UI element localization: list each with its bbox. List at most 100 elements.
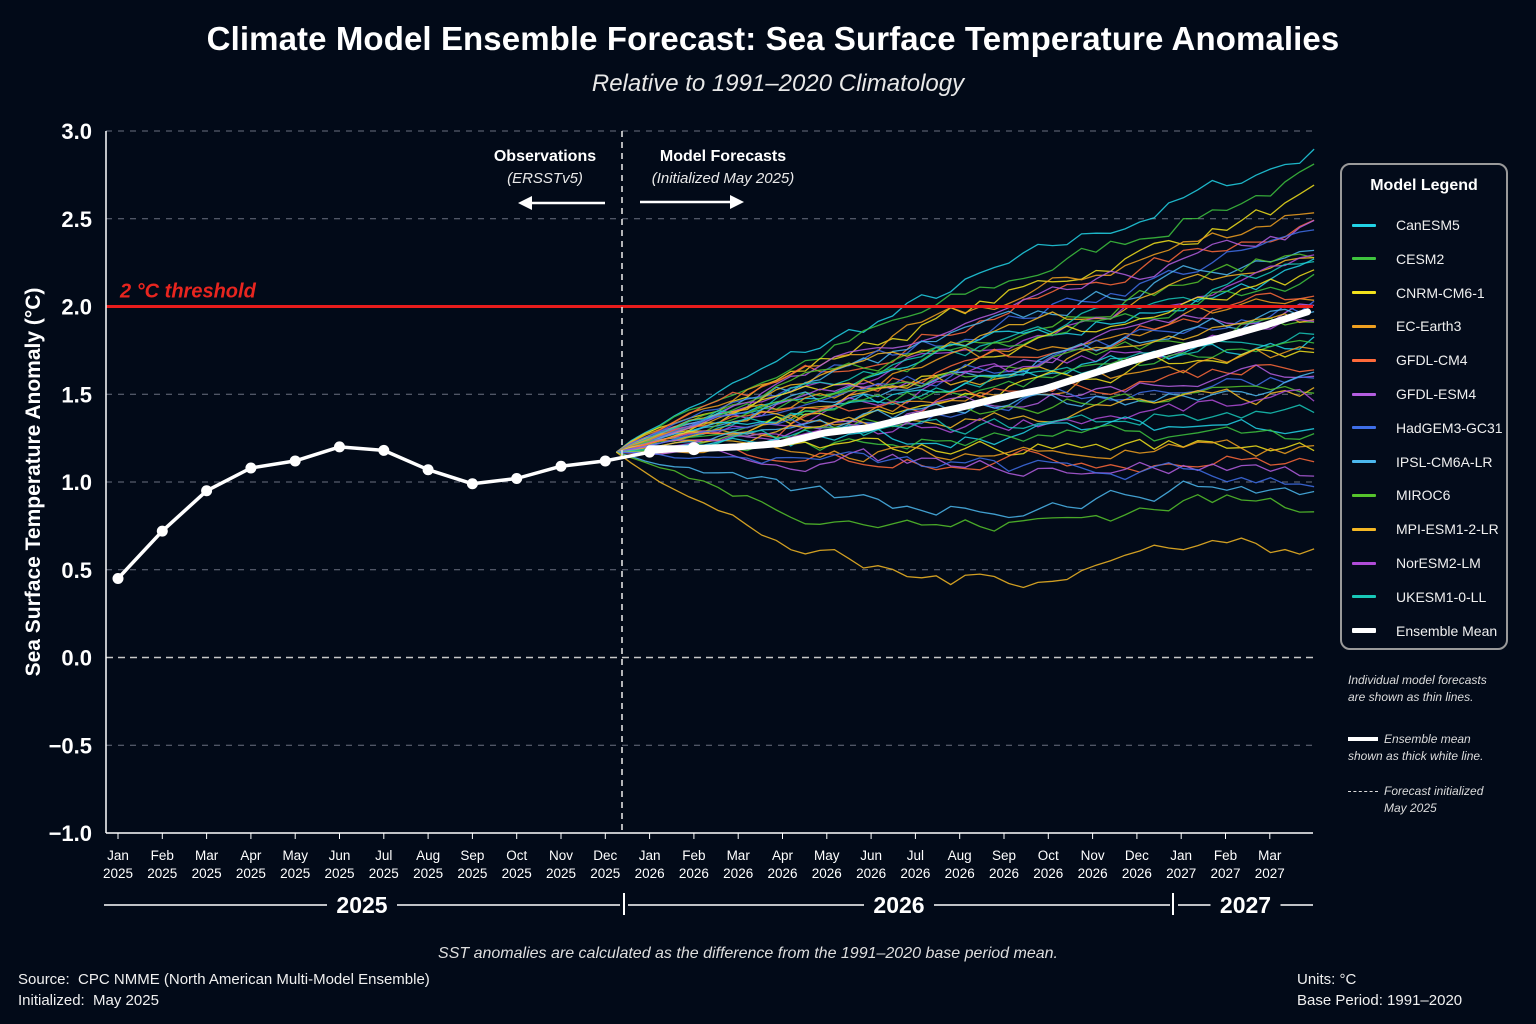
observation-point bbox=[466, 478, 478, 490]
x-tick-month: Jul bbox=[375, 848, 392, 863]
x-tick-month: May bbox=[814, 848, 840, 863]
x-tick-year: 2025 bbox=[324, 866, 354, 881]
note-init: Forecast initialized May 2025 bbox=[1384, 783, 1483, 817]
x-tick-year: 2026 bbox=[1033, 866, 1063, 881]
x-tick-month: Jan bbox=[639, 848, 661, 863]
note-init-line1: Forecast initialized bbox=[1384, 784, 1484, 798]
model-member-line bbox=[616, 387, 1315, 453]
x-tick-year: 2026 bbox=[723, 866, 753, 881]
legend-swatch bbox=[1352, 291, 1376, 295]
y-tick-label: 1.0 bbox=[61, 470, 92, 495]
forecast-label: Model Forecasts bbox=[660, 148, 786, 165]
x-tick-year: 2025 bbox=[546, 866, 576, 881]
threshold-label: 2 °C threshold bbox=[119, 281, 257, 303]
legend-swatch bbox=[1352, 392, 1376, 396]
legend-label: Ensemble Mean bbox=[1396, 622, 1498, 639]
x-tick-year: 2026 bbox=[1122, 866, 1152, 881]
x-tick-year: 2025 bbox=[369, 866, 399, 881]
legend-item: CESM2 bbox=[1352, 249, 1444, 269]
legend-swatch bbox=[1352, 460, 1376, 464]
ensemble-mean-line bbox=[646, 308, 1311, 453]
legend-label: CESM2 bbox=[1396, 250, 1445, 267]
x-tick-year: 2027 bbox=[1255, 866, 1285, 881]
model-member-line bbox=[616, 346, 1315, 453]
year-label: 2026 bbox=[873, 892, 924, 918]
x-tick-month: Dec bbox=[1125, 848, 1149, 863]
x-tick-year: 2026 bbox=[989, 866, 1019, 881]
legend-swatch bbox=[1352, 561, 1376, 565]
source-value: CPC NMME (North American Multi-Model Ens… bbox=[78, 971, 430, 988]
threshold-line-group: 2 °C threshold bbox=[106, 281, 1313, 308]
observation-point bbox=[112, 573, 124, 585]
observation-point bbox=[422, 464, 434, 476]
observation-series bbox=[112, 441, 701, 585]
ensemble-mean-series bbox=[646, 308, 1311, 453]
legend-item: MIROC6 bbox=[1352, 485, 1450, 505]
model-member-line bbox=[616, 292, 1315, 453]
x-tick-year: 2025 bbox=[280, 866, 310, 881]
model-member-line bbox=[616, 451, 1315, 589]
legend-title: Model Legend bbox=[1370, 177, 1478, 194]
x-tick-year: 2026 bbox=[945, 866, 975, 881]
x-tick-year: 2025 bbox=[236, 866, 266, 881]
x-tick-month: Feb bbox=[1214, 848, 1237, 863]
model-member-line bbox=[616, 371, 1315, 453]
observation-point bbox=[599, 455, 611, 467]
footer-units: Units: °C bbox=[1297, 971, 1357, 988]
model-member-line bbox=[616, 404, 1315, 453]
x-tick-year: 2025 bbox=[413, 866, 443, 881]
legend-item: EC-Earth3 bbox=[1352, 316, 1461, 336]
initialized-label: Initialized: bbox=[18, 992, 85, 1009]
chart-title: Climate Model Ensemble Forecast: Sea Sur… bbox=[206, 20, 1340, 57]
y-tick-label: 2.5 bbox=[61, 207, 92, 232]
x-tick-month: Feb bbox=[682, 848, 705, 863]
observation-point bbox=[245, 462, 257, 474]
y-tick-label: 0.5 bbox=[61, 558, 92, 583]
legend-label: CanESM5 bbox=[1396, 217, 1460, 233]
note-individual: Individual model forecasts are shown as … bbox=[1348, 672, 1487, 706]
model-member-line bbox=[616, 451, 1315, 488]
legend-swatch bbox=[1352, 493, 1376, 497]
note-mean-line1: Ensemble mean bbox=[1384, 732, 1471, 746]
x-tick-month: Nov bbox=[1081, 848, 1105, 863]
x-tick-month: Mar bbox=[727, 848, 751, 863]
legend-item: GFDL-CM4 bbox=[1352, 350, 1468, 370]
legend-item: MPI-ESM1-2-LR bbox=[1352, 519, 1499, 539]
legend-label: NorESM2-LM bbox=[1396, 555, 1481, 571]
x-tick-month: Apr bbox=[240, 848, 262, 863]
x-tick-month: Mar bbox=[1258, 848, 1282, 863]
x-tick-year: 2025 bbox=[590, 866, 620, 881]
y-tick-label: −0.5 bbox=[49, 733, 92, 758]
x-tick-month: Aug bbox=[948, 848, 972, 863]
x-tick-month: Oct bbox=[506, 848, 527, 863]
source-label: Source: bbox=[18, 971, 70, 988]
legend-item: UKESM1-0-LL bbox=[1352, 587, 1486, 607]
legend-item: CanESM5 bbox=[1352, 215, 1460, 235]
model-member-line bbox=[616, 163, 1315, 453]
y-axis-label: Sea Surface Temperature Anomaly (°C) bbox=[22, 288, 45, 677]
x-tick-year: 2026 bbox=[900, 866, 930, 881]
legend-swatch bbox=[1352, 324, 1376, 328]
model-member-line bbox=[616, 269, 1315, 453]
observation-point bbox=[289, 455, 301, 467]
x-tick-month: Jan bbox=[107, 848, 129, 863]
observation-point bbox=[156, 525, 168, 537]
model-member-line bbox=[616, 212, 1315, 453]
initialized-value: May 2025 bbox=[93, 992, 159, 1009]
legend-label: MPI-ESM1-2-LR bbox=[1396, 521, 1499, 538]
legend-label: EC-Earth3 bbox=[1396, 318, 1462, 335]
model-member-line bbox=[616, 219, 1315, 453]
x-tick-year: 2025 bbox=[457, 866, 487, 881]
x-tick-year: 2026 bbox=[856, 866, 886, 881]
model-member-line bbox=[616, 273, 1315, 453]
x-tick-month: Feb bbox=[151, 848, 174, 863]
x-tick-month: Aug bbox=[416, 848, 440, 863]
year-label: 2027 bbox=[1220, 892, 1271, 918]
y-tick-label: 0.0 bbox=[61, 646, 92, 671]
legend-swatch bbox=[1352, 257, 1376, 261]
legend-item: HadGEM3-GC31 bbox=[1352, 418, 1503, 438]
legend-label: MIROC6 bbox=[1396, 487, 1451, 504]
legend-label: GFDL-CM4 bbox=[1396, 352, 1468, 369]
observation-line bbox=[116, 445, 695, 580]
